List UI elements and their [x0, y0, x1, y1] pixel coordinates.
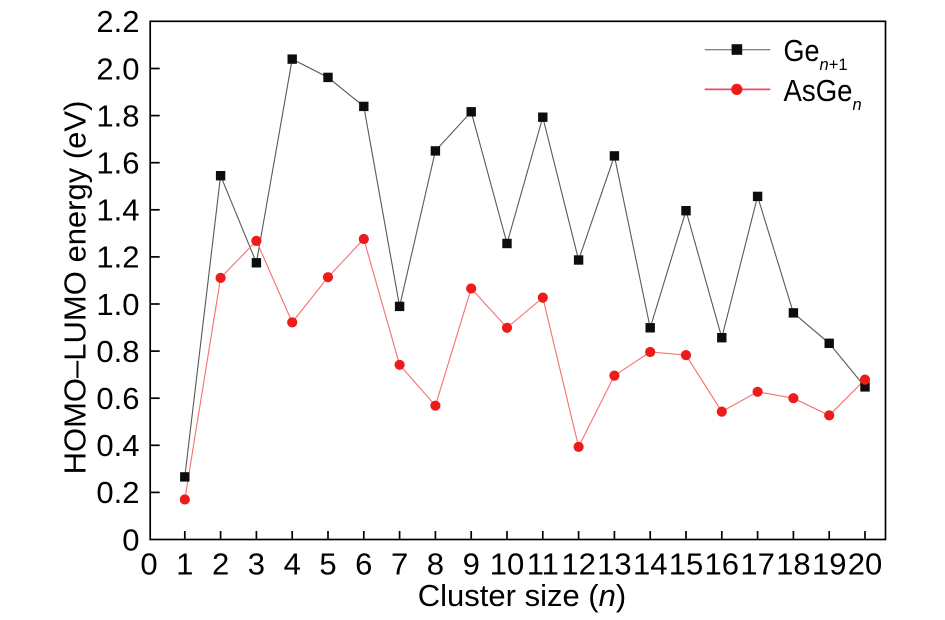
svg-text:18: 18 [776, 547, 810, 582]
svg-text:1.0: 1.0 [96, 287, 139, 322]
svg-text:6: 6 [355, 547, 372, 582]
svg-text:15: 15 [669, 547, 703, 582]
svg-text:2.0: 2.0 [96, 51, 139, 86]
svg-text:19: 19 [812, 547, 846, 582]
svg-text:0: 0 [140, 547, 157, 582]
svg-text:10: 10 [490, 547, 524, 582]
svg-text:11: 11 [527, 547, 559, 582]
svg-text:1.8: 1.8 [96, 98, 139, 133]
svg-text:8: 8 [427, 547, 444, 582]
svg-text:1.2: 1.2 [96, 240, 139, 275]
svg-text:1.6: 1.6 [96, 146, 139, 181]
svg-text:Gen+1: Gen+1 [784, 33, 848, 74]
svg-text:7: 7 [391, 547, 408, 582]
svg-text:0.8: 0.8 [96, 334, 139, 369]
svg-text:12: 12 [561, 547, 595, 582]
svg-text:9: 9 [463, 547, 480, 582]
svg-text:13: 13 [597, 547, 631, 582]
svg-text:17: 17 [740, 547, 774, 582]
svg-text:0.6: 0.6 [96, 381, 139, 416]
svg-text:0.2: 0.2 [96, 475, 139, 510]
svg-text:1: 1 [176, 547, 193, 582]
svg-text:2.2: 2.2 [96, 4, 139, 39]
svg-text:16: 16 [705, 547, 739, 582]
svg-text:AsGen: AsGen [784, 73, 862, 114]
svg-text:0.4: 0.4 [96, 428, 139, 463]
svg-text:5: 5 [319, 547, 336, 582]
svg-text:Cluster size (n): Cluster size (n) [418, 578, 626, 613]
svg-text:2: 2 [212, 547, 229, 582]
svg-text:14: 14 [633, 547, 667, 582]
svg-text:3: 3 [248, 547, 265, 582]
svg-text:20: 20 [848, 547, 882, 582]
svg-text:0: 0 [122, 522, 139, 557]
svg-text:HOMO–LUMO energy (eV): HOMO–LUMO energy (eV) [58, 101, 93, 475]
svg-text:1.4: 1.4 [96, 193, 139, 228]
svg-text:4: 4 [284, 547, 301, 582]
